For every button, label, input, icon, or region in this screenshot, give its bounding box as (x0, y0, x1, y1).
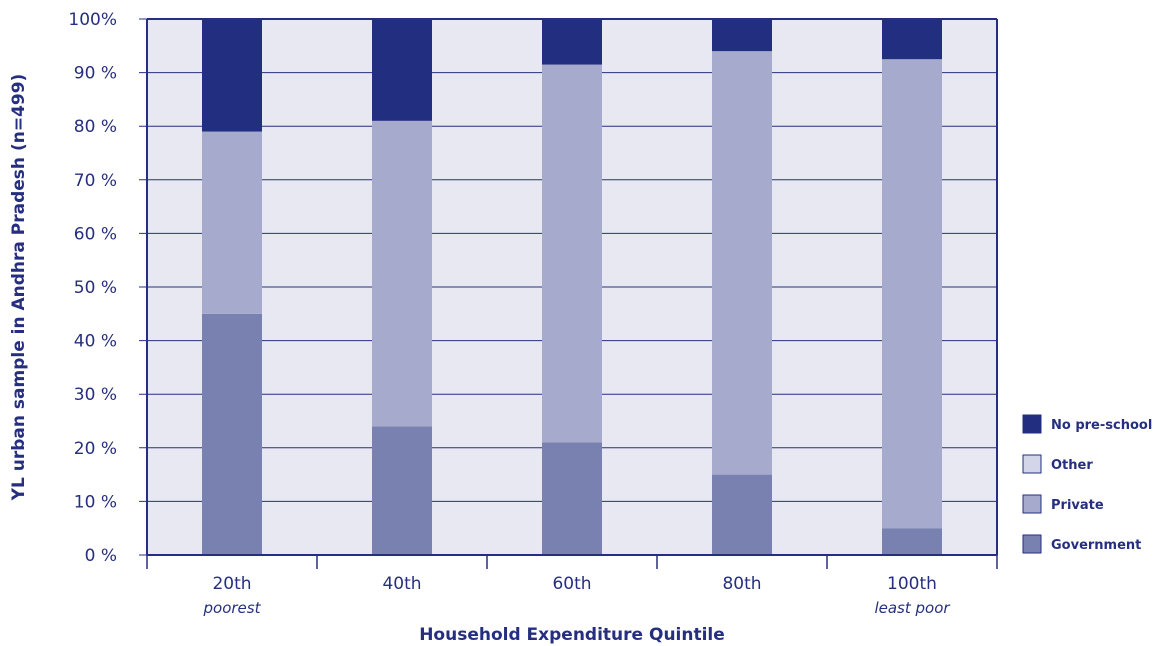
legend-label: Other (1051, 458, 1093, 473)
y-tick-label: 0 % (85, 546, 117, 566)
x-tick-sublabel: least poor (874, 599, 950, 617)
x-tick-label: 60th (552, 574, 591, 594)
bar-segment-private (712, 51, 772, 475)
bar-segment-private (542, 64, 602, 443)
legend: No pre-school Other Private Government (1022, 414, 1152, 554)
y-tick-label: 20 % (74, 439, 117, 459)
legend-swatch (1022, 414, 1042, 434)
bars (202, 19, 942, 555)
bar-segment-no-pre-school (542, 19, 602, 65)
y-tick-label: 10 % (74, 492, 117, 512)
bar-segment-government (712, 474, 772, 555)
x-tick-label: 40th (382, 574, 421, 594)
x-tick-label: 100th (887, 574, 937, 594)
y-tick-label: 30 % (74, 385, 117, 405)
axes (146, 18, 998, 569)
x-tick-label: 20th (212, 574, 251, 594)
legend-swatch (1022, 494, 1042, 514)
legend-swatch (1022, 534, 1042, 554)
y-tick-labels: 0 % 10 % 20 % 30 % 40 % 50 % 60 % 70 % 80 % 90 % 1… (68, 10, 117, 566)
y-axis-title: YL urban sample in Andhra Pradesh (n=499… (9, 74, 29, 502)
y-tick-label: 60 % (74, 224, 117, 244)
x-axis-title: Household Expenditure Quintile (419, 625, 725, 645)
bar-segment-private (882, 59, 942, 529)
y-tick-label: 100% (68, 10, 117, 30)
x-tick-sublabel: poorest (203, 599, 262, 617)
bar-segment-no-pre-school (882, 19, 942, 60)
y-tick-label: 50 % (74, 278, 117, 298)
bar-segment-no-pre-school (372, 19, 432, 121)
legend-label: Private (1051, 498, 1104, 513)
bar-segment-government (202, 313, 262, 555)
bar-segment-no-pre-school (202, 19, 262, 132)
bar-segment-no-pre-school (712, 19, 772, 52)
bar-segment-government (542, 442, 602, 555)
y-tick-label: 40 % (74, 332, 117, 352)
x-tick-labels: 20th poorest 40th 60th 80th 100th least poor (203, 574, 951, 617)
legend-swatch (1022, 454, 1042, 474)
bar-segment-government (882, 528, 942, 555)
bar-segment-private (202, 131, 262, 314)
legend-label: Government (1051, 538, 1141, 553)
bar-segment-private (372, 120, 432, 427)
x-tick-label: 80th (722, 574, 761, 594)
y-tick-label: 70 % (74, 171, 117, 191)
legend-label: No pre-school (1051, 418, 1152, 433)
bar-segment-government (372, 426, 432, 555)
y-tick-label: 80 % (74, 117, 117, 137)
y-tick-label: 90 % (74, 64, 117, 84)
